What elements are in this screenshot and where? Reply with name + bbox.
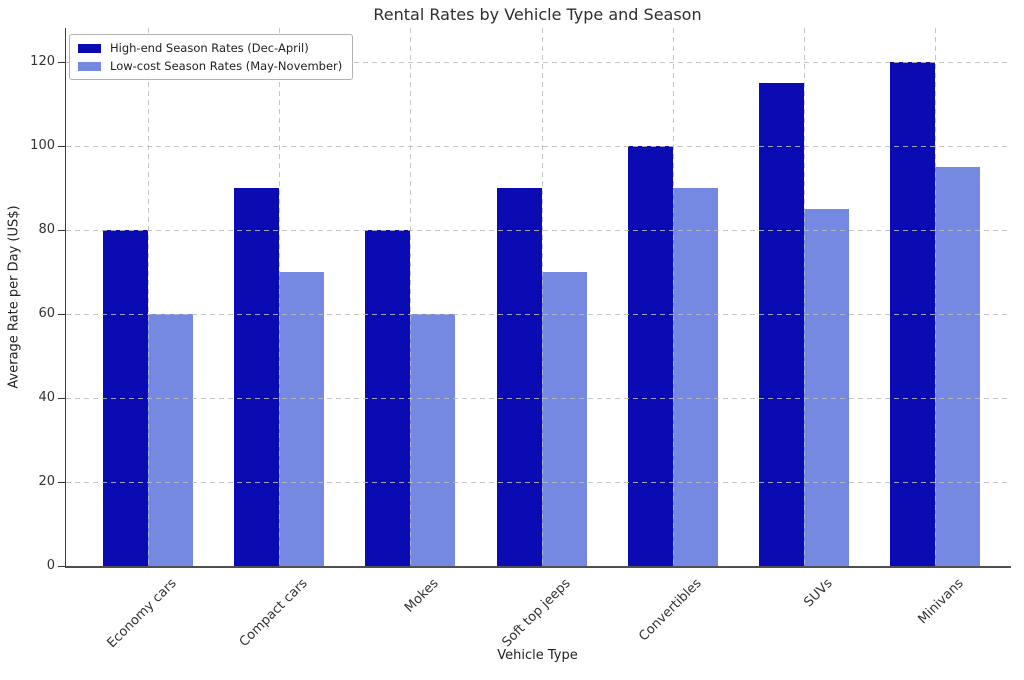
legend-label-low-cost: Low-cost Season Rates (May-November): [110, 59, 343, 73]
legend-item-high-end: High-end Season Rates (Dec-April): [78, 41, 342, 55]
y-tick-label: 120: [30, 53, 55, 69]
bar-high-end: [496, 187, 542, 566]
x-tick-label: Minivans: [915, 576, 967, 628]
bar-high-end: [234, 187, 280, 566]
gridline-vertical: [672, 28, 674, 566]
y-tick-label: 80: [38, 221, 55, 237]
legend-item-low-cost: Low-cost Season Rates (May-November): [78, 59, 342, 73]
y-tick-mark: [58, 145, 65, 147]
gridline-vertical: [148, 28, 149, 566]
x-tick-label: Mokes: [402, 576, 442, 616]
gridline-vertical: [804, 28, 805, 566]
x-tick-label: Economy cars: [104, 576, 180, 652]
gridline-horizontal: [66, 145, 1011, 147]
x-axis-label: Vehicle Type: [497, 648, 578, 663]
y-tick-label: 100: [30, 137, 55, 153]
x-tick-label: Compact cars: [236, 576, 311, 650]
y-tick-label: 60: [38, 305, 55, 321]
bar-low-cost: [410, 313, 456, 566]
y-tick-mark: [58, 481, 65, 483]
gridline-horizontal: [66, 313, 1011, 315]
y-tick-mark: [58, 313, 65, 315]
legend: High-end Season Rates (Dec-April) Low-co…: [69, 34, 354, 80]
x-tick-label: Convertibles: [636, 576, 705, 645]
bar-low-cost: [541, 271, 587, 566]
y-tick-mark: [58, 229, 65, 231]
gridline-vertical: [935, 28, 937, 566]
y-tick-mark: [58, 566, 65, 567]
bar-low-cost: [279, 271, 325, 566]
bar-low-cost: [148, 313, 193, 566]
gridline-horizontal: [66, 481, 1011, 483]
y-tick-mark: [58, 61, 65, 63]
x-tick-label: Soft top jeeps: [499, 576, 574, 651]
legend-swatch-high-end: [78, 43, 101, 53]
gridline-vertical: [541, 28, 543, 566]
y-tick-label: 0: [46, 558, 55, 573]
chart-title: Rental Rates by Vehicle Type and Season: [373, 5, 702, 24]
legend-swatch-low-cost: [78, 61, 101, 71]
bar-low-cost: [804, 208, 849, 566]
gridline-horizontal: [66, 397, 1011, 399]
y-tick-label: 20: [38, 473, 55, 489]
legend-label-high-end: High-end Season Rates (Dec-April): [110, 41, 309, 55]
plot-area: [65, 28, 1011, 568]
gridline-vertical: [410, 28, 412, 566]
gridline-horizontal: [66, 61, 1011, 63]
bar-high-end: [759, 82, 804, 566]
gridline-vertical: [279, 28, 281, 566]
x-tick-label: SUVs: [801, 576, 836, 611]
bar-low-cost: [672, 187, 718, 566]
y-tick-mark: [58, 397, 65, 399]
y-tick-label: 40: [38, 389, 55, 405]
bar-high-end: [627, 145, 673, 566]
gridline-horizontal: [66, 229, 1011, 231]
bar-low-cost: [935, 166, 981, 566]
